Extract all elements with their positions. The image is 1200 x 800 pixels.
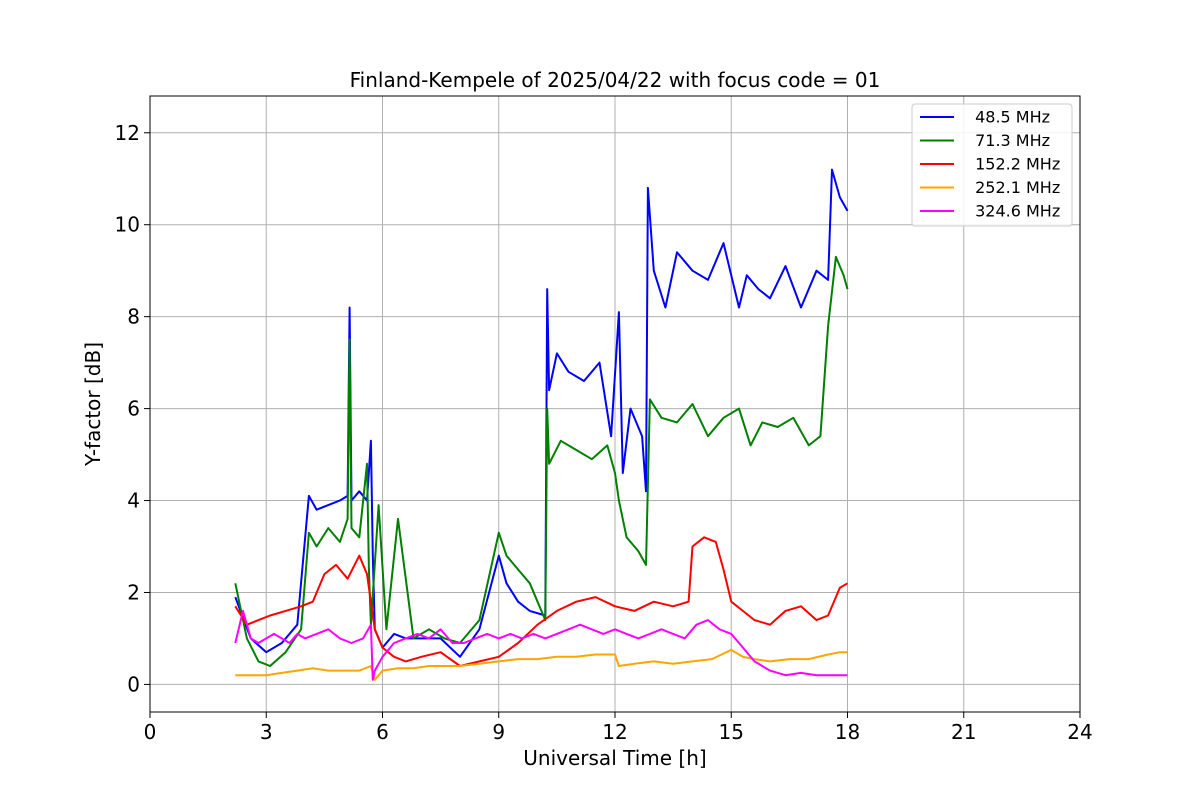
y-tick-label: 8	[127, 305, 140, 329]
y-tick-label: 10	[115, 213, 140, 237]
legend-box	[911, 103, 1073, 227]
legend-label: 71.3 MHz	[970, 131, 1050, 150]
series-layer	[234, 168, 849, 681]
legend-label: 252.1 MHz	[970, 178, 1060, 197]
legend: 48.5 MHz 71.3 MHz 152.2 MHz 252.1 MHz 32…	[911, 103, 1073, 227]
x-tick-label: 12	[602, 720, 627, 744]
y-tick-label: 0	[127, 672, 140, 696]
series-line-4	[235, 648, 848, 681]
y-tick-label: 12	[115, 121, 140, 145]
chart-title: Finland-Kempele of 2025/04/22 with focus…	[350, 68, 881, 92]
x-tick-label: 15	[719, 720, 744, 744]
y-axis-label: Y-factor [dB]	[81, 342, 105, 467]
y-tick-label: 6	[127, 397, 140, 421]
x-tick-label: 3	[260, 720, 273, 744]
y-tick-label: 4	[127, 489, 140, 513]
x-tick-label: 18	[835, 720, 860, 744]
series-line-2	[234, 255, 849, 667]
legend-label: 48.5 MHz	[970, 108, 1050, 127]
series-line-5	[234, 609, 848, 681]
x-tick-label: 24	[1067, 720, 1092, 744]
x-axis-label: Universal Time [h]	[523, 746, 706, 770]
series-line-3	[234, 536, 849, 667]
legend-label: 152.2 MHz	[970, 155, 1060, 174]
x-tick-label: 0	[144, 720, 157, 744]
legend-label: 324.6 MHz	[970, 202, 1060, 221]
y-tick-label: 2	[127, 580, 140, 604]
x-tick-label: 6	[376, 720, 389, 744]
x-tick-label: 9	[492, 720, 505, 744]
x-tick-label: 21	[951, 720, 976, 744]
